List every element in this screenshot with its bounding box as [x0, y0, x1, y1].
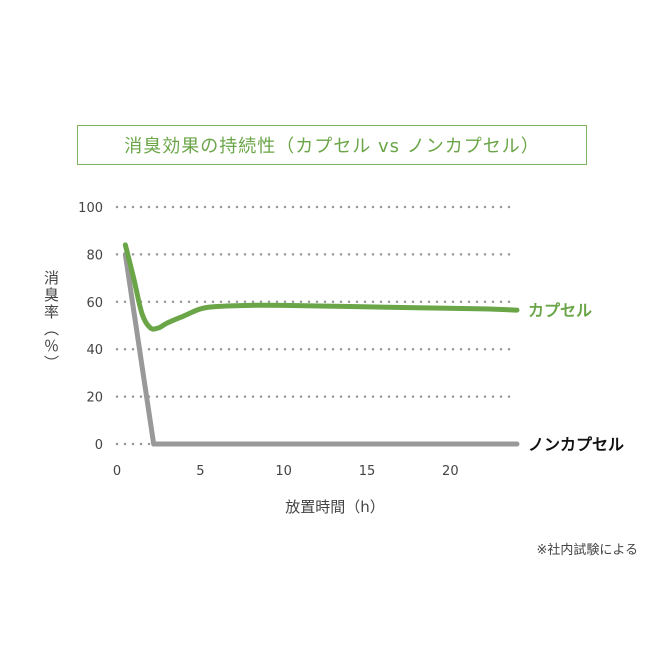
x-axis-label: 放置時間（h）	[285, 498, 385, 516]
y-tick-label-20: 20	[86, 391, 103, 406]
series-line-noncapsule	[122, 251, 520, 447]
y-axis-label: 消臭率（％）	[42, 270, 60, 372]
series-line-capsule	[122, 242, 520, 332]
footnote: ※社内試験による	[536, 543, 638, 558]
y-tick-label-60: 60	[86, 296, 103, 311]
y-tick-label-100: 100	[78, 201, 103, 216]
x-tick-label-0: 0	[113, 464, 121, 479]
series-label-noncapsule: ノンカプセル	[528, 435, 624, 454]
x-tick-label-20: 20	[442, 464, 459, 479]
x-tick-label-15: 15	[359, 464, 376, 479]
series-label-capsule: カプセル	[528, 301, 592, 320]
chart-title: 消臭効果の持続性（カプセル vs ノンカプセル）	[124, 136, 540, 157]
y-tick-label-0: 0	[95, 438, 103, 453]
x-tick-label-5: 5	[196, 464, 204, 479]
y-tick-label-80: 80	[86, 248, 103, 263]
y-tick-label-40: 40	[86, 343, 103, 358]
chart-title-box: 消臭効果の持続性（カプセル vs ノンカプセル）	[77, 125, 587, 165]
x-tick-label-10: 10	[275, 464, 292, 479]
